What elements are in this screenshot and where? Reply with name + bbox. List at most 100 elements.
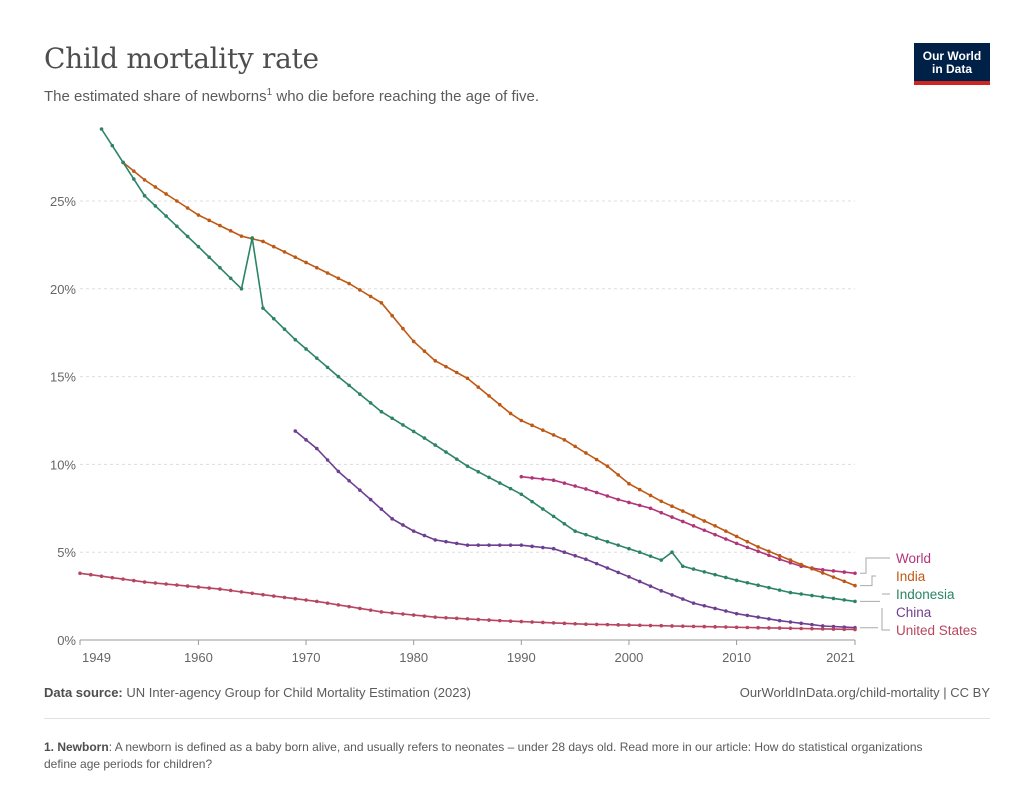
data-point-united-states (594, 622, 599, 627)
data-point-china (594, 561, 599, 566)
logo-line-2: in Data (931, 62, 972, 76)
data-point-world (680, 519, 685, 524)
data-point-china (810, 622, 814, 627)
footnote-text: : A newborn is defined as a baby born al… (44, 740, 923, 771)
data-point-china (411, 529, 416, 533)
data-point-united-states (745, 625, 750, 630)
data-point-indonesia (584, 532, 588, 537)
y-tick-label: 25% (50, 194, 76, 209)
data-point-united-states (465, 617, 470, 621)
data-point-india (680, 509, 685, 513)
series-line-united-states (79, 572, 856, 631)
data-point-indonesia (282, 327, 287, 331)
data-point-indonesia (637, 550, 642, 554)
data-point-indonesia (820, 595, 825, 599)
data-source-text[interactable]: UN Inter-agency Group for Child Mortalit… (122, 685, 471, 700)
data-point-india (132, 169, 136, 173)
data-point-india (368, 294, 373, 299)
data-point-india (175, 199, 179, 203)
data-point-united-states (132, 578, 136, 583)
legend-label-indonesia[interactable]: Indonesia (896, 587, 955, 602)
data-point-china (745, 613, 750, 618)
data-point-united-states (358, 606, 362, 611)
data-point-united-states (562, 621, 567, 626)
data-point-indonesia (411, 429, 416, 434)
data-point-indonesia (777, 588, 782, 592)
data-point-indonesia (573, 529, 577, 533)
x-tick-label: 2000 (614, 650, 643, 665)
data-point-united-states (713, 625, 717, 629)
data-point-united-states (519, 619, 524, 624)
data-point-world (713, 532, 717, 537)
data-point-india (476, 385, 481, 389)
footnote-marker[interactable]: 1 (266, 87, 273, 98)
x-tick-label: 1960 (184, 650, 213, 665)
data-point-indonesia (325, 365, 330, 370)
data-point-china (454, 541, 459, 546)
data-point-india (734, 534, 739, 539)
data-point-indonesia (734, 578, 739, 583)
data-point-united-states (810, 626, 814, 631)
data-point-united-states (411, 613, 416, 617)
data-point-indonesia (185, 234, 190, 239)
subtitle-text-end: who die before reaching the age of five. (272, 88, 540, 105)
data-point-india (767, 549, 771, 554)
data-point-indonesia (562, 521, 567, 526)
data-point-world (831, 569, 836, 573)
data-point-india (745, 539, 750, 544)
data-point-china (368, 497, 373, 502)
data-point-united-states (228, 588, 233, 593)
data-point-united-states (444, 615, 448, 620)
data-point-indonesia (132, 177, 136, 181)
data-point-china (670, 593, 674, 597)
data-point-china (347, 478, 351, 483)
data-point-indonesia (379, 409, 384, 414)
data-point-china (465, 543, 470, 547)
footer-divider (44, 718, 990, 719)
data-point-india (358, 288, 362, 292)
source-url[interactable]: OurWorldInData.org/child-mortality | CC … (739, 685, 990, 700)
data-point-china (293, 429, 298, 433)
data-point-world (519, 474, 524, 479)
data-point-india (594, 457, 599, 462)
data-point-india (347, 281, 351, 286)
data-point-india (519, 418, 524, 423)
data-point-united-states (164, 582, 168, 586)
data-point-china (713, 606, 717, 611)
data-point-china (562, 550, 567, 554)
legend-label-china[interactable]: China (896, 605, 932, 620)
data-point-indonesia (842, 598, 847, 602)
subtitle-text: The estimated share of newborns (44, 88, 267, 105)
data-point-united-states (853, 627, 857, 632)
data-point-world (734, 541, 739, 546)
data-point-china (799, 621, 803, 626)
data-point-united-states (401, 612, 405, 616)
data-point-world (788, 560, 793, 565)
data-point-indonesia (702, 570, 707, 574)
data-point-world (670, 515, 674, 519)
y-tick-label: 15% (50, 370, 76, 385)
data-point-india (487, 394, 491, 398)
chart-title: Child mortality rate (44, 42, 319, 75)
data-point-india (304, 260, 308, 265)
data-point-indonesia (228, 276, 233, 281)
owid-logo[interactable]: Our World in Data (914, 43, 990, 85)
legend-label-world[interactable]: World (896, 551, 931, 566)
data-point-india (670, 504, 674, 508)
data-point-china (788, 620, 793, 624)
data-point-china (724, 609, 728, 613)
data-point-indonesia (142, 193, 147, 198)
data-point-india (433, 358, 438, 363)
data-point-indonesia (465, 464, 470, 468)
chart-subtitle: The estimated share of newborns1 who die… (44, 87, 539, 105)
data-point-india (465, 376, 470, 381)
legend-label-united-states[interactable]: United States (896, 623, 977, 638)
data-point-india (820, 571, 825, 575)
data-point-indonesia (519, 492, 524, 497)
legend-connector-india (860, 575, 876, 587)
data-point-indonesia (261, 306, 265, 310)
data-point-china (637, 579, 642, 584)
data-point-india (261, 239, 265, 244)
data-point-india (282, 250, 287, 254)
legend-label-india[interactable]: India (896, 569, 926, 584)
